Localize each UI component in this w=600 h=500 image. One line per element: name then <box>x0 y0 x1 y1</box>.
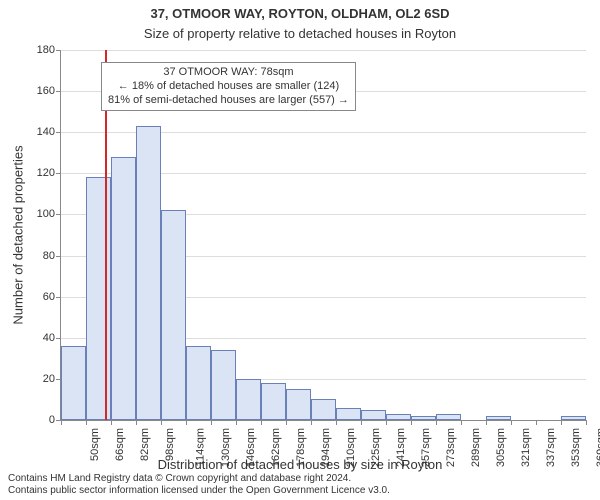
x-tick-mark <box>461 420 462 425</box>
histogram-bar <box>211 350 236 420</box>
histogram-bar <box>261 383 286 420</box>
gridline <box>61 50 586 51</box>
x-tick-mark <box>436 420 437 425</box>
histogram-bar <box>86 177 111 420</box>
x-tick-label: 289sqm <box>470 428 482 467</box>
x-tick-label: 194sqm <box>320 428 332 467</box>
x-tick-label: 273sqm <box>445 428 457 467</box>
x-tick-label: 162sqm <box>270 428 282 467</box>
histogram-bar <box>236 379 261 420</box>
histogram-bar <box>136 126 161 420</box>
x-tick-mark <box>586 420 587 425</box>
histogram-bar <box>486 416 511 420</box>
annotation-line-3: 81% of semi-detached houses are larger (… <box>108 94 349 108</box>
y-tick-mark <box>56 91 61 92</box>
x-tick-label: 321sqm <box>520 428 532 467</box>
x-tick-mark <box>86 420 87 425</box>
footer-line-1: Contains HM Land Registry data © Crown c… <box>8 473 390 485</box>
y-tick-label: 0 <box>15 414 55 426</box>
annotation-box: 37 OTMOOR WAY: 78sqm ← 18% of detached h… <box>101 62 356 111</box>
y-tick-label: 60 <box>15 291 55 303</box>
x-tick-mark <box>261 420 262 425</box>
y-tick-label: 100 <box>15 208 55 220</box>
x-tick-mark <box>61 420 62 425</box>
x-tick-mark <box>186 420 187 425</box>
y-tick-label: 120 <box>15 167 55 179</box>
x-tick-label: 305sqm <box>495 428 507 467</box>
x-tick-mark <box>361 420 362 425</box>
y-tick-mark <box>56 297 61 298</box>
histogram-bar <box>311 399 336 420</box>
histogram-bar <box>561 416 586 420</box>
x-tick-mark <box>486 420 487 425</box>
x-tick-label: 114sqm <box>194 428 206 466</box>
x-tick-label: 353sqm <box>570 428 582 467</box>
y-tick-mark <box>56 338 61 339</box>
x-tick-label: 82sqm <box>139 428 151 461</box>
x-tick-mark <box>511 420 512 425</box>
x-tick-mark <box>236 420 237 425</box>
histogram-bar <box>386 414 411 420</box>
y-tick-mark <box>56 132 61 133</box>
x-tick-label: 257sqm <box>420 428 432 467</box>
histogram-bar <box>411 416 436 420</box>
x-tick-mark <box>111 420 112 425</box>
histogram-bar <box>161 210 186 420</box>
x-tick-mark <box>136 420 137 425</box>
chart-container: 37, OTMOOR WAY, ROYTON, OLDHAM, OL2 6SD … <box>0 0 600 500</box>
y-tick-label: 180 <box>15 44 55 56</box>
y-tick-mark <box>56 256 61 257</box>
x-tick-mark <box>161 420 162 425</box>
histogram-bar <box>436 414 461 420</box>
y-tick-label: 160 <box>15 85 55 97</box>
histogram-bar <box>286 389 311 420</box>
y-tick-label: 80 <box>15 250 55 262</box>
x-tick-label: 210sqm <box>345 428 357 467</box>
y-tick-mark <box>56 50 61 51</box>
x-tick-label: 337sqm <box>545 428 557 467</box>
page-title: 37, OTMOOR WAY, ROYTON, OLDHAM, OL2 6SD <box>0 6 600 21</box>
x-tick-label: 146sqm <box>245 428 257 467</box>
y-tick-label: 40 <box>15 332 55 344</box>
x-tick-label: 369sqm <box>595 428 600 467</box>
plot-area: 37 OTMOOR WAY: 78sqm ← 18% of detached h… <box>60 50 586 421</box>
annotation-line-2: ← 18% of detached houses are smaller (12… <box>108 80 349 94</box>
x-tick-mark <box>561 420 562 425</box>
x-tick-label: 130sqm <box>220 428 232 467</box>
annotation-line-1: 37 OTMOOR WAY: 78sqm <box>108 66 349 80</box>
x-tick-label: 50sqm <box>89 428 101 461</box>
footer-attribution: Contains HM Land Registry data © Crown c… <box>8 473 390 496</box>
y-tick-mark <box>56 214 61 215</box>
histogram-bar <box>361 410 386 420</box>
x-tick-label: 98sqm <box>164 428 176 461</box>
page-subtitle: Size of property relative to detached ho… <box>0 26 600 41</box>
x-tick-mark <box>211 420 212 425</box>
histogram-bar <box>111 157 136 420</box>
x-tick-mark <box>311 420 312 425</box>
x-tick-mark <box>536 420 537 425</box>
x-tick-label: 241sqm <box>395 428 407 467</box>
x-tick-mark <box>286 420 287 425</box>
histogram-bar <box>61 346 86 420</box>
x-tick-label: 225sqm <box>370 428 382 467</box>
x-tick-label: 178sqm <box>295 428 307 467</box>
y-tick-label: 140 <box>15 126 55 138</box>
y-tick-mark <box>56 173 61 174</box>
x-tick-mark <box>411 420 412 425</box>
histogram-bar <box>186 346 211 420</box>
x-tick-mark <box>386 420 387 425</box>
x-tick-mark <box>336 420 337 425</box>
footer-line-2: Contains public sector information licen… <box>8 485 390 497</box>
y-tick-label: 20 <box>15 373 55 385</box>
histogram-bar <box>336 408 361 420</box>
x-tick-label: 66sqm <box>114 428 126 461</box>
